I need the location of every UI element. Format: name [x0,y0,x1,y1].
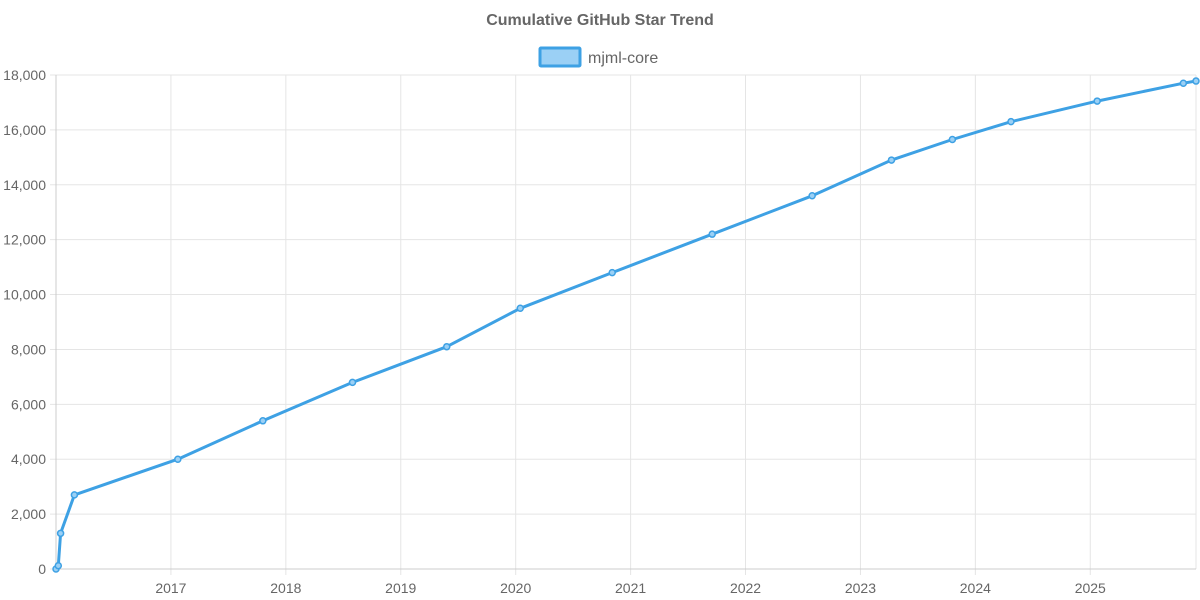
y-tick-label: 12,000 [3,232,46,248]
y-tick-label: 8,000 [11,341,46,357]
data-point[interactable] [348,378,357,387]
data-point[interactable] [708,230,716,238]
y-tick-label: 10,000 [3,287,46,303]
x-tick-label: 2025 [1075,580,1106,596]
axis-layer [55,75,1196,570]
x-tick-label: 2018 [270,580,301,596]
data-point[interactable] [1093,97,1101,105]
data-point[interactable] [174,455,182,463]
y-tick-label: 16,000 [3,122,46,138]
x-tick-label: 2024 [960,580,991,596]
data-point[interactable] [1007,117,1015,126]
data-point[interactable] [1179,79,1188,87]
y-tick-label: 14,000 [3,177,46,193]
data-point[interactable] [54,561,63,570]
series-layer [52,77,1200,573]
y-tick-label: 18,000 [3,67,46,83]
data-point[interactable] [56,529,65,538]
x-tick-label: 2019 [385,580,416,596]
data-point[interactable] [608,268,616,277]
x-tick-label: 2021 [615,580,646,596]
data-point[interactable] [1192,77,1200,85]
series-line [54,79,1198,571]
data-point[interactable] [887,156,896,164]
x-tick-label: 2017 [155,580,186,596]
tick-label-layer: 0 2,000 4,000 6,000 8,000 10,000 12,000 14,000 1… [3,67,1106,596]
data-point[interactable] [259,417,267,425]
y-tick-label: 0 [38,561,46,577]
data-point[interactable] [516,304,525,313]
y-tick-label: 6,000 [11,396,46,412]
data-point[interactable] [948,135,957,144]
data-point[interactable] [442,342,451,351]
y-tick-label: 4,000 [11,451,46,467]
legend[interactable]: mjml-core [538,46,658,68]
legend-swatch[interactable] [538,46,582,68]
legend-label[interactable]: mjml-core [588,50,658,67]
grid-layer [50,74,1197,575]
x-tick-label: 2023 [845,580,876,596]
data-point[interactable] [808,192,816,200]
x-tick-label: 2022 [730,580,761,596]
x-tick-label: 2020 [500,580,531,596]
data-point[interactable] [70,491,79,499]
y-tick-label: 2,000 [11,506,46,522]
chart-title: Cumulative GitHub Star Trend [486,12,714,29]
